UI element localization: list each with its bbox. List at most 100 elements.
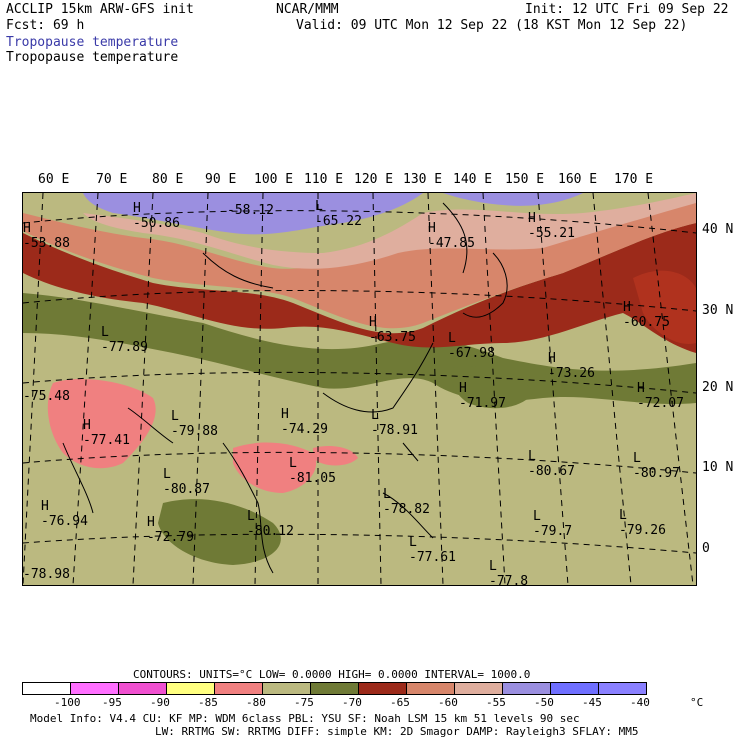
colorbar-cell bbox=[71, 683, 119, 694]
colorbar-cell bbox=[599, 683, 646, 694]
model-info-line2: LW: RRTMG SW: RRTMG DIFF: simple KM: 2D … bbox=[155, 725, 639, 738]
extremum-label: L -79.26 bbox=[619, 508, 666, 538]
extremum-label: H -72.79 bbox=[147, 515, 194, 545]
extremum-label: L -77.89 bbox=[101, 325, 148, 355]
colorbar-cell bbox=[407, 683, 455, 694]
contour-info: CONTOURS: UNITS=°C LOW= 0.0000 HIGH= 0.0… bbox=[133, 668, 531, 681]
colorbar-cell bbox=[455, 683, 503, 694]
colorbar-tick-label: -75 bbox=[294, 696, 314, 709]
colorbar-tick-label: -60 bbox=[438, 696, 458, 709]
valid-time: Valid: 09 UTC Mon 12 Sep 22 (18 KST Mon … bbox=[296, 18, 688, 33]
lon-label: 150 E bbox=[505, 172, 545, 187]
extremum-label: L -77.61 bbox=[409, 535, 456, 565]
extremum-label: L -80.97 bbox=[633, 451, 680, 481]
model-title: ACCLIP 15km ARW-GFS init bbox=[6, 2, 194, 17]
colorbar-cell bbox=[263, 683, 311, 694]
extremum-label: L -78.82 bbox=[383, 487, 430, 517]
band-lavender bbox=[83, 193, 423, 235]
lat-label: 10 N bbox=[702, 460, 734, 475]
band-lavender-2 bbox=[443, 193, 583, 206]
lon-label: 170 E bbox=[614, 172, 654, 187]
extremum-label: H -50.86 bbox=[133, 201, 180, 231]
patch-pink-indochina bbox=[233, 442, 317, 493]
extremum-label: H -47.85 bbox=[428, 221, 475, 251]
contour-field-title: Tropopause temperature bbox=[6, 50, 179, 65]
extremum-label: H -60.75 bbox=[623, 300, 670, 330]
colorbar-cell bbox=[359, 683, 407, 694]
colorbar-cell bbox=[551, 683, 599, 694]
temperature-field bbox=[23, 193, 696, 585]
band-pink bbox=[83, 193, 696, 269]
colorbar-unit: °C bbox=[690, 696, 704, 709]
extremum-label: L -65.22 bbox=[315, 199, 362, 229]
colorbar-cell bbox=[23, 683, 71, 694]
extremum-label: -75.48 bbox=[23, 389, 70, 404]
extremum-label: L -81.05 bbox=[289, 456, 336, 486]
colorbar-tick-label: -45 bbox=[582, 696, 602, 709]
colorbar-tick-label: -100 bbox=[54, 696, 81, 709]
lon-label: 120 E bbox=[354, 172, 394, 187]
colorbar-cell bbox=[503, 683, 551, 694]
extremum-label: H -55.21 bbox=[528, 211, 575, 241]
extremum-label: -78.98 bbox=[23, 567, 70, 582]
lon-label: 100 E bbox=[254, 172, 294, 187]
extremum-label: H -74.29 bbox=[281, 407, 328, 437]
patch-olive-pacific bbox=[451, 366, 533, 409]
band-dark-olive bbox=[23, 293, 696, 405]
extremum-label: H -63.75 bbox=[369, 315, 416, 345]
colorbar-tick-label: -40 bbox=[630, 696, 650, 709]
lon-label: 60 E bbox=[38, 172, 70, 187]
extremum-label: H -76.94 bbox=[41, 499, 88, 529]
band-dark-red bbox=[23, 223, 696, 353]
band-red-patch bbox=[633, 270, 696, 344]
center-label: NCAR/MMM bbox=[276, 2, 339, 17]
colorbar-cell bbox=[215, 683, 263, 694]
extremum-label: L -77.8 bbox=[489, 559, 529, 586]
lon-label: 160 E bbox=[558, 172, 598, 187]
colorbar-tick-label: -95 bbox=[102, 696, 122, 709]
lon-label: 70 E bbox=[96, 172, 128, 187]
map-panel: H -50.86 -58.12 L -65.22 H -47.85 H -55.21 H… bbox=[22, 192, 697, 586]
extremum-label: H -71.97 bbox=[459, 381, 506, 411]
lon-label: 80 E bbox=[152, 172, 184, 187]
lon-label: 110 E bbox=[304, 172, 344, 187]
patch-olive-south1 bbox=[158, 499, 281, 565]
lat-label: 30 N bbox=[702, 303, 734, 318]
extremum-label: L -79.88 bbox=[171, 409, 218, 439]
colorbar-cell bbox=[311, 683, 359, 694]
extremum-label: H -53.88 bbox=[23, 221, 70, 251]
colorbar bbox=[22, 682, 647, 695]
lat-label: 20 N bbox=[702, 380, 734, 395]
extremum-label: L -80.67 bbox=[528, 449, 575, 479]
colorbar-cell bbox=[167, 683, 215, 694]
colorbar-cell bbox=[119, 683, 167, 694]
extremum-label: L -80.12 bbox=[247, 509, 294, 539]
extremum-label: -58.12 bbox=[227, 203, 274, 218]
init-time: Init: 12 UTC Fri 09 Sep 22 bbox=[525, 2, 729, 17]
extremum-label: L -80.87 bbox=[163, 467, 210, 497]
colorbar-tick-label: -50 bbox=[534, 696, 554, 709]
lon-label: 90 E bbox=[205, 172, 237, 187]
lat-label: 40 N bbox=[702, 222, 734, 237]
extremum-label: H -77.41 bbox=[83, 418, 130, 448]
extremum-label: L -78.91 bbox=[371, 408, 418, 438]
colorbar-tick-label: -85 bbox=[198, 696, 218, 709]
colorbar-tick-label: -55 bbox=[486, 696, 506, 709]
coastlines bbox=[62, 202, 508, 574]
colorbar-tick-label: -70 bbox=[342, 696, 362, 709]
patch-pink-india bbox=[47, 378, 156, 469]
extremum-label: L -79.7 bbox=[533, 509, 573, 539]
extremum-label: H -72.07 bbox=[637, 381, 684, 411]
colorbar-tick-label: -65 bbox=[390, 696, 410, 709]
forecast-hour: Fcst: 69 h bbox=[6, 18, 85, 33]
extremum-label: L -67.98 bbox=[448, 331, 495, 361]
patch-pink-sea bbox=[313, 446, 358, 466]
extremum-label: H -73.26 bbox=[548, 351, 595, 381]
lon-label: 140 E bbox=[453, 172, 493, 187]
lon-label: 130 E bbox=[403, 172, 443, 187]
model-info-line1: Model Info: V4.4 CU: KF MP: WDM 6class P… bbox=[30, 712, 580, 725]
colorbar-tick-label: -80 bbox=[246, 696, 266, 709]
colorbar-tick-label: -90 bbox=[150, 696, 170, 709]
shaded-field-title: Tropopause temperature bbox=[6, 35, 179, 50]
lat-label: 0 bbox=[702, 541, 710, 556]
